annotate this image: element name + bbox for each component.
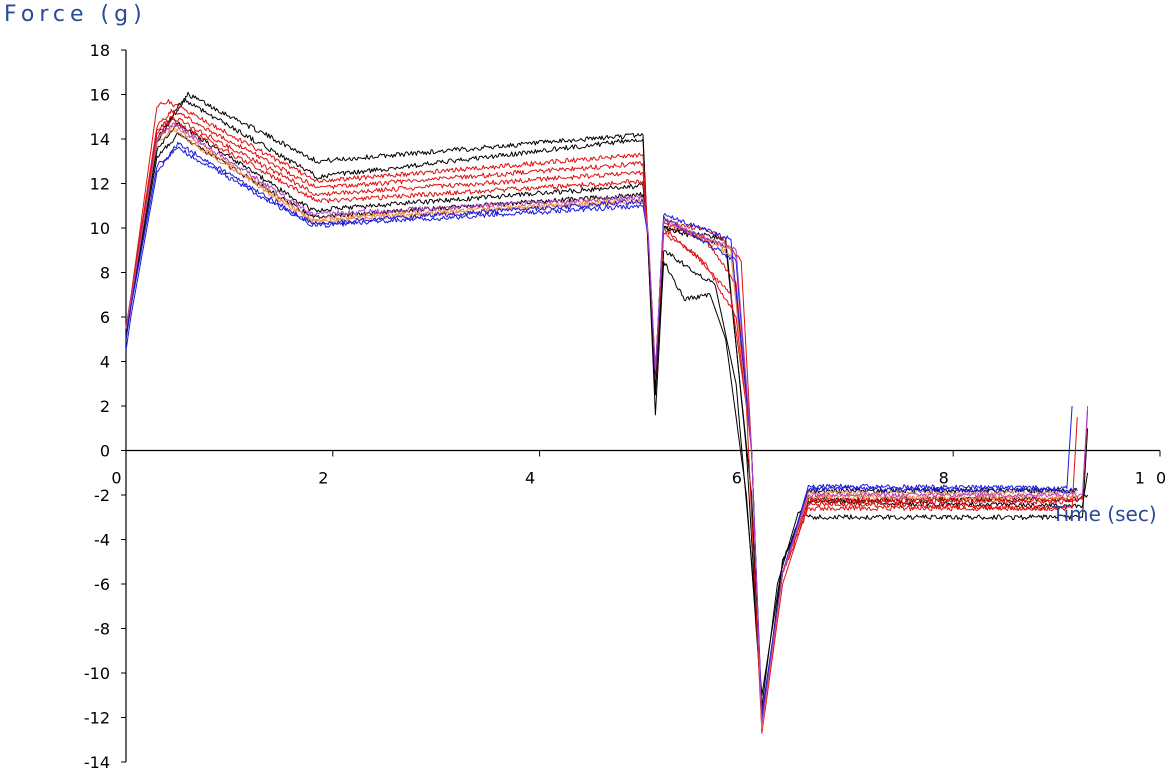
x-tick-label: 0 (111, 469, 124, 488)
y-tick-label: 8 (100, 264, 110, 283)
y-tick-label: -14 (84, 753, 110, 772)
series-line-red (125, 118, 1089, 732)
y-tick-label: -2 (94, 486, 110, 505)
y-tick-label: -6 (94, 575, 110, 594)
x-axis-label: Time (sec) (1052, 502, 1157, 526)
series-line-black (125, 121, 1078, 718)
y-tick-label: -10 (84, 664, 110, 683)
x-tick-label: 1 0 (1135, 469, 1165, 488)
series-line-black (125, 91, 1089, 707)
y-tick-label: 0 (100, 442, 110, 461)
series-line-purple (125, 122, 1089, 725)
y-tick-label: -12 (84, 709, 110, 728)
y-tick-label: 14 (90, 130, 110, 149)
y-tick-label: -8 (94, 620, 110, 639)
x-tick-label: 8 (939, 469, 952, 488)
y-tick-label: 12 (90, 175, 110, 194)
series-line-blue (125, 141, 1073, 718)
axes (121, 49, 1161, 763)
x-tick-label: 6 (732, 469, 745, 488)
series-line-orange (125, 129, 1078, 727)
series-line-orange (125, 125, 1078, 730)
y-tick-label: 2 (100, 397, 110, 416)
series-layer (125, 91, 1089, 734)
x-tick-label: 4 (525, 469, 538, 488)
series-line-black (125, 132, 1089, 725)
x-tick-label: 2 (318, 469, 331, 488)
y-axis-label: Force (g) (4, 2, 147, 27)
series-line-red (125, 108, 1068, 723)
y-tick-label: 18 (90, 41, 110, 60)
series-line-blue (125, 146, 1078, 714)
y-tick-label: 16 (90, 86, 110, 105)
y-tick-label: -4 (94, 531, 110, 550)
y-tick-label: 6 (100, 308, 110, 327)
y-tick-label: 4 (100, 353, 110, 372)
series-line-black (125, 98, 1089, 696)
y-tick-label: 10 (90, 219, 110, 238)
